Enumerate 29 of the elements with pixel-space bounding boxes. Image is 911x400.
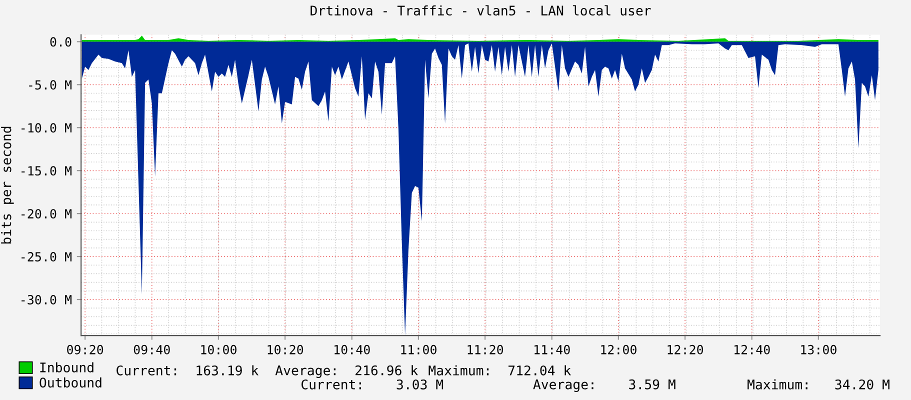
x-tick-label: 10:20 bbox=[268, 344, 304, 354]
x-tick-label: 09:20 bbox=[67, 344, 104, 354]
legend-label: Inbound bbox=[40, 362, 94, 372]
y-axis-title: bits per second bbox=[1, 126, 14, 244]
x-tick-label: 12:20 bbox=[668, 344, 704, 354]
y-tick-label: -15.0 M bbox=[22, 166, 72, 176]
text: Average: 216.96 k bbox=[275, 365, 418, 378]
text: Maximum: 712.04 k bbox=[428, 365, 571, 376]
text: Average: 3.59 M bbox=[533, 379, 676, 392]
y-tick-label: -20.0 M bbox=[22, 209, 72, 219]
x-tick-label: 12:40 bbox=[734, 344, 770, 354]
legend-label: Outbound bbox=[40, 377, 102, 388]
chart-title: Drtinova - Traffic - vlan5 - LAN local user bbox=[310, 5, 651, 16]
text: Maximum: 34.20 M bbox=[748, 379, 890, 390]
x-tick-label: 11:40 bbox=[534, 344, 570, 354]
x-tick-label: 12:00 bbox=[601, 344, 636, 354]
text: Current: 3.03 M bbox=[302, 379, 444, 390]
x-tick-label: 10:00 bbox=[201, 344, 236, 354]
text: Current: 163.19 k bbox=[116, 365, 258, 376]
x-tick-label: 11:20 bbox=[468, 344, 504, 354]
y-tick-label: -10.0 M bbox=[22, 123, 72, 133]
y-tick-label: -30.0 M bbox=[22, 295, 72, 304]
x-tick-label: 10:40 bbox=[334, 344, 370, 354]
x-tick-label: 09:40 bbox=[134, 344, 170, 354]
y-tick-label: -25.0 M bbox=[22, 252, 72, 262]
y-tick-label: 0.0 bbox=[50, 37, 72, 47]
y-tick-label: -5.0 M bbox=[29, 80, 72, 90]
x-tick-label: 13:00 bbox=[801, 344, 836, 354]
x-tick-label: 11:00 bbox=[401, 344, 436, 354]
